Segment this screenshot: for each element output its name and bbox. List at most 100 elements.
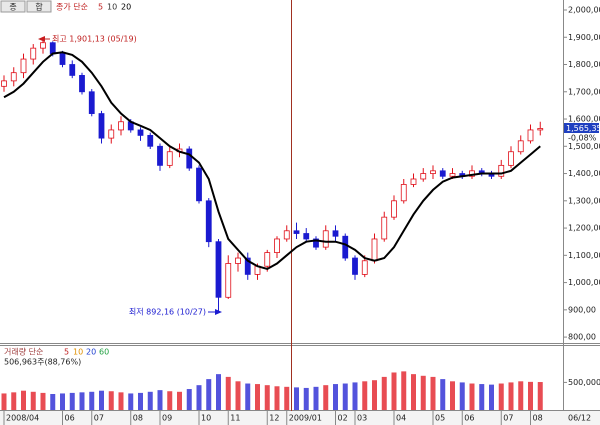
candle-body	[508, 151, 514, 166]
y-tick-label: 1,300,00	[568, 196, 600, 205]
candle-body	[157, 145, 163, 166]
x-tick-label: 03	[357, 414, 367, 423]
candle-body	[88, 91, 95, 114]
volume-bar	[391, 372, 397, 410]
volume-bar	[381, 376, 387, 410]
high-annotation: 최고 1,901,13 (05/19)	[52, 34, 137, 44]
y-tick-label: 1,000,00	[568, 278, 600, 287]
volume-bar	[11, 392, 17, 410]
volume-bar	[459, 382, 465, 410]
volume-ma-period: 20	[86, 348, 96, 357]
volume-bar	[411, 374, 416, 410]
x-tick-label: 2008/04	[6, 414, 39, 423]
y-tick-label: 1,700,00	[568, 87, 600, 96]
volume-bar	[60, 393, 65, 410]
volume-ma-period: 5	[64, 348, 69, 357]
x-tick-label: 09	[162, 414, 172, 423]
volume-legend: 거래량 단순	[4, 347, 43, 357]
x-tick-label: 2009/01	[289, 414, 322, 423]
last-price-box	[564, 123, 599, 133]
candle-body	[352, 257, 358, 275]
volume-bar	[528, 381, 533, 410]
candle-body	[225, 263, 232, 298]
volume-bar	[216, 374, 221, 410]
ma-line	[3, 51, 541, 271]
candle-body	[449, 173, 456, 177]
candle-body	[40, 42, 46, 49]
candle-body	[469, 170, 475, 177]
x-tick-label: 06	[464, 414, 474, 423]
volume-ma-period: 10	[73, 348, 83, 357]
y-tick-label: 1,900,00	[568, 33, 600, 42]
y-tick-label: 1,500,00	[568, 142, 600, 151]
volume-bar	[294, 387, 299, 410]
toolbar-button[interactable]	[0, 0, 26, 13]
candle-body	[439, 170, 446, 177]
volume-last: 506,963주(88,76%)	[4, 358, 81, 367]
volume-bar	[30, 391, 36, 410]
toolbar-button[interactable]	[26, 0, 52, 13]
candle-body	[118, 121, 124, 131]
x-tick-label: 06	[65, 414, 75, 423]
x-tick-label: 02	[338, 414, 348, 423]
volume-bar	[138, 392, 143, 410]
volume-bar	[372, 380, 377, 410]
change-label: -0,08%	[568, 134, 597, 143]
y-tick-label: 900,00	[568, 305, 596, 314]
y-tick-label: 800,00	[568, 333, 596, 342]
candle-body	[235, 257, 241, 264]
volume-bar	[323, 385, 329, 410]
volume-bar	[284, 386, 290, 410]
candle-body	[244, 257, 251, 275]
volume-bar	[118, 392, 124, 410]
y-tick-label: 2,000,00	[568, 5, 600, 14]
candle-body	[274, 238, 280, 253]
candle-body	[215, 241, 222, 298]
low-arrow	[215, 309, 222, 315]
candle-body	[391, 200, 397, 218]
x-tick-label: 11	[230, 414, 240, 423]
candle-body	[361, 260, 368, 275]
low-annotation: 최저 892,16 (10/27)	[129, 307, 206, 317]
volume-bar	[196, 385, 202, 410]
volume-bar	[167, 391, 173, 410]
volume-bar	[342, 383, 348, 410]
volume-bar	[108, 391, 114, 410]
volume-bar	[50, 394, 56, 410]
candle-body	[147, 134, 154, 147]
candle-body	[313, 238, 319, 248]
x-tick-label: 04	[396, 414, 406, 423]
y-tick-label: 1,400,00	[568, 169, 600, 178]
volume-bar	[147, 391, 153, 410]
candle-body	[537, 128, 544, 131]
candle-body	[517, 140, 524, 153]
candle-body	[264, 252, 271, 267]
candle-body	[137, 129, 144, 136]
candle-body	[371, 238, 378, 262]
volume-bar	[430, 376, 436, 410]
candle-body	[342, 235, 349, 259]
volume-bar	[303, 387, 309, 410]
volume-bar	[518, 381, 524, 410]
volume-bar	[235, 381, 241, 410]
candle-body	[49, 42, 56, 55]
volume-bar	[79, 392, 85, 410]
x-tick-label: 08	[533, 414, 543, 423]
candle-body	[283, 230, 290, 240]
volume-bar	[440, 379, 446, 410]
y-tick-label: 1,600,00	[568, 115, 600, 124]
volume-bar	[498, 383, 504, 410]
candle-body	[303, 233, 310, 240]
candle-body	[98, 113, 105, 139]
volume-bar	[69, 392, 75, 410]
candle-body	[332, 230, 339, 237]
toolbar-label: 합	[35, 3, 43, 12]
candle-body	[59, 53, 66, 65]
volume-bar	[362, 381, 368, 410]
x-tick-label: 07	[94, 414, 104, 423]
volume-bar	[479, 384, 485, 410]
volume-bar	[99, 390, 104, 410]
candle-body	[108, 129, 115, 139]
volume-bar	[489, 384, 494, 410]
